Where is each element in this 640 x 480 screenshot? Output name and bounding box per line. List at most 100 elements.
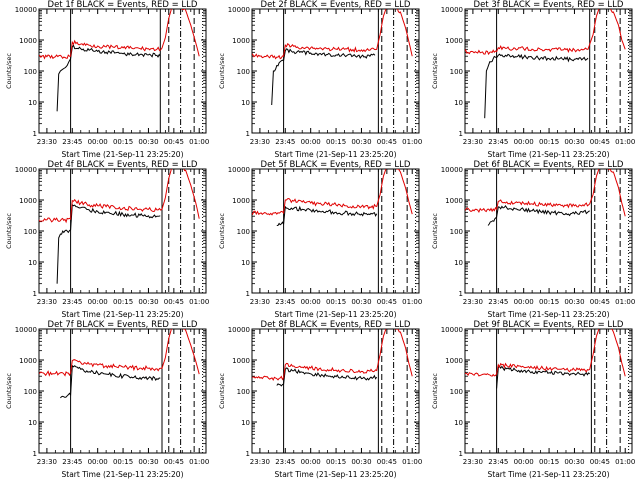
lld-series-line bbox=[39, 9, 200, 60]
x-tick-label: 23:30 bbox=[250, 458, 270, 466]
events-series-line bbox=[56, 203, 161, 284]
y-axis-label: Counts/sec bbox=[5, 53, 13, 89]
panel-title: Det 8f BLACK = Events, RED = LLD bbox=[261, 320, 411, 330]
y-tick-label: 10 bbox=[28, 259, 37, 267]
x-tick-label: 01:00 bbox=[615, 298, 635, 306]
x-tick-label: 00:15 bbox=[113, 458, 133, 466]
x-axis-label: Start Time (21-Sep-11 23:25:20) bbox=[488, 150, 610, 159]
x-tick-label: 00:00 bbox=[514, 138, 534, 146]
x-tick-label: 00:15 bbox=[539, 138, 559, 146]
y-tick-label: 1 bbox=[246, 130, 250, 138]
y-tick-label: 100 bbox=[450, 388, 463, 396]
detector-panel-4: Det 4f BLACK = Events, RED = LLD Counts/s… bbox=[5, 160, 209, 319]
lld-series-line bbox=[465, 9, 626, 56]
x-tick-label: 00:30 bbox=[351, 458, 371, 466]
y-tick-label: 10 bbox=[241, 419, 250, 427]
x-tick-label: 00:45 bbox=[164, 138, 184, 146]
x-tick-label: 00:15 bbox=[326, 458, 346, 466]
x-tick-label: 00:30 bbox=[138, 458, 158, 466]
y-axis-label: Counts/sec bbox=[218, 53, 226, 89]
x-tick-label: 00:45 bbox=[590, 138, 610, 146]
y-axis-label: Counts/sec bbox=[218, 213, 226, 249]
x-axis-label: Start Time (21-Sep-11 23:25:20) bbox=[275, 310, 397, 319]
y-tick-label: 10 bbox=[241, 259, 250, 267]
x-tick-label: 00:30 bbox=[138, 298, 158, 306]
x-tick-label: 23:45 bbox=[275, 138, 295, 146]
x-tick-label: 01:00 bbox=[189, 138, 209, 146]
y-tick-label: 10000 bbox=[441, 6, 463, 14]
x-tick-label: 23:30 bbox=[37, 298, 57, 306]
plot-frame bbox=[38, 168, 207, 294]
x-tick-label: 00:00 bbox=[514, 298, 534, 306]
x-axis-label: Start Time (21-Sep-11 23:25:20) bbox=[275, 150, 397, 159]
x-tick-label: 00:15 bbox=[113, 298, 133, 306]
events-series-line bbox=[276, 367, 378, 387]
detector-panel-5: Det 5f BLACK = Events, RED = LLD Counts/s… bbox=[218, 160, 422, 319]
x-tick-label: 23:30 bbox=[37, 138, 57, 146]
x-tick-label: 00:45 bbox=[164, 298, 184, 306]
y-tick-label: 10 bbox=[454, 259, 463, 267]
y-tick-label: 1000 bbox=[445, 197, 463, 205]
lld-series-line bbox=[252, 9, 413, 60]
y-tick-label: 100 bbox=[24, 228, 37, 236]
y-tick-label: 10000 bbox=[15, 6, 37, 14]
panel-title: Det 5f BLACK = Events, RED = LLD bbox=[261, 160, 411, 170]
y-axis-label: Counts/sec bbox=[218, 373, 226, 409]
panel-title: Det 9f BLACK = Events, RED = LLD bbox=[474, 320, 624, 330]
plot-frame bbox=[251, 168, 420, 294]
lld-series-line bbox=[252, 329, 413, 381]
plot-frame bbox=[464, 328, 633, 454]
y-tick-label: 1000 bbox=[232, 37, 250, 45]
y-tick-label: 100 bbox=[237, 68, 250, 76]
x-tick-label: 00:15 bbox=[539, 458, 559, 466]
y-tick-label: 100 bbox=[237, 228, 250, 236]
events-series-line bbox=[60, 364, 161, 399]
y-tick-label: 1 bbox=[459, 290, 463, 298]
y-tick-label: 1 bbox=[459, 130, 463, 138]
y-axis-label: Counts/sec bbox=[431, 213, 439, 249]
x-tick-label: 00:30 bbox=[564, 138, 584, 146]
x-tick-label: 00:00 bbox=[301, 458, 321, 466]
y-tick-label: 1000 bbox=[232, 197, 250, 205]
x-tick-label: 00:00 bbox=[88, 458, 108, 466]
x-tick-label: 00:15 bbox=[326, 138, 346, 146]
y-tick-label: 10000 bbox=[441, 166, 463, 174]
x-tick-label: 23:45 bbox=[62, 138, 82, 146]
x-tick-label: 00:45 bbox=[590, 458, 610, 466]
y-axis-label: Counts/sec bbox=[5, 373, 13, 409]
y-tick-label: 10000 bbox=[228, 6, 250, 14]
y-axis-label: Counts/sec bbox=[431, 373, 439, 409]
y-axis-label: Counts/sec bbox=[5, 213, 13, 249]
plot-frame bbox=[38, 328, 207, 454]
panel-title: Det 1f BLACK = Events, RED = LLD bbox=[48, 0, 198, 10]
y-tick-label: 1000 bbox=[445, 37, 463, 45]
x-tick-label: 00:30 bbox=[351, 298, 371, 306]
x-tick-label: 00:45 bbox=[590, 298, 610, 306]
events-series-line bbox=[487, 205, 590, 226]
events-series-line bbox=[56, 44, 161, 112]
lld-series-line bbox=[39, 169, 200, 224]
lld-series-line bbox=[465, 169, 626, 217]
x-tick-label: 23:30 bbox=[463, 138, 483, 146]
y-tick-label: 100 bbox=[24, 388, 37, 396]
x-tick-label: 00:30 bbox=[351, 138, 371, 146]
y-tick-label: 10000 bbox=[15, 326, 37, 334]
y-tick-label: 10 bbox=[454, 99, 463, 107]
x-tick-label: 23:30 bbox=[250, 298, 270, 306]
detector-panel-3: Det 3f BLACK = Events, RED = LLD Counts/s… bbox=[431, 0, 635, 159]
x-axis-label: Start Time (21-Sep-11 23:25:20) bbox=[62, 150, 184, 159]
lld-series-line bbox=[465, 329, 626, 377]
x-tick-label: 01:00 bbox=[402, 138, 422, 146]
x-tick-label: 01:00 bbox=[402, 458, 422, 466]
y-tick-label: 100 bbox=[450, 68, 463, 76]
x-tick-label: 00:00 bbox=[301, 138, 321, 146]
x-tick-label: 23:30 bbox=[37, 458, 57, 466]
detector-panel-2: Det 2f BLACK = Events, RED = LLD Counts/s… bbox=[218, 0, 422, 159]
detector-panel-7: Det 7f BLACK = Events, RED = LLD Counts/s… bbox=[5, 320, 209, 479]
plot-frame bbox=[251, 8, 420, 134]
x-tick-label: 01:00 bbox=[189, 298, 209, 306]
y-tick-label: 10000 bbox=[228, 166, 250, 174]
y-tick-label: 1 bbox=[33, 290, 37, 298]
x-axis-label: Start Time (21-Sep-11 23:25:20) bbox=[275, 470, 397, 479]
x-tick-label: 00:45 bbox=[377, 298, 397, 306]
